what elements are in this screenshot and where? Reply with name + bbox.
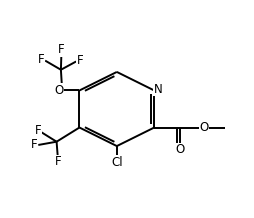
- Text: F: F: [35, 124, 41, 137]
- Text: F: F: [77, 54, 83, 67]
- Text: O: O: [175, 143, 184, 157]
- Text: F: F: [58, 43, 65, 56]
- Text: N: N: [154, 83, 162, 96]
- Text: F: F: [38, 53, 45, 66]
- Text: O: O: [199, 121, 208, 134]
- Text: F: F: [31, 138, 38, 152]
- Text: F: F: [55, 155, 61, 169]
- Text: O: O: [54, 84, 63, 97]
- Text: Cl: Cl: [111, 156, 123, 169]
